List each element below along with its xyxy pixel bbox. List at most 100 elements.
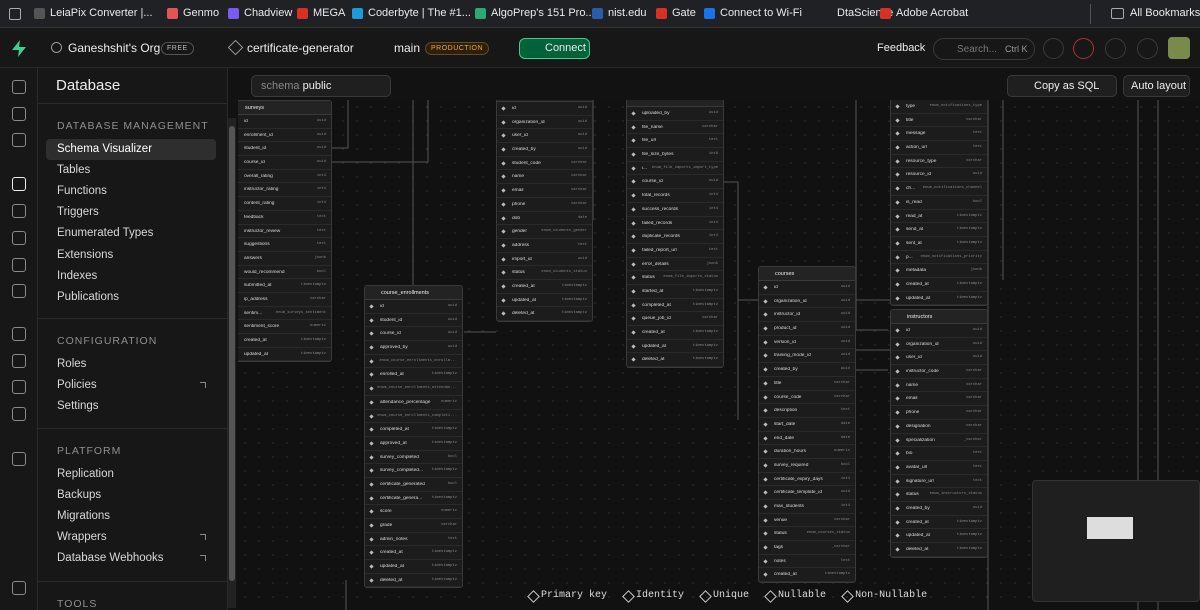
bookmark[interactable]: DtaScience bbox=[821, 7, 893, 19]
column-name: instructor_code bbox=[906, 369, 939, 375]
column-type: timestamptz bbox=[956, 213, 982, 218]
column-row: version_id uuid bbox=[759, 336, 855, 350]
bookmark[interactable]: Coderbyte | The #1... bbox=[352, 7, 471, 19]
nav-item[interactable]: Database Webhooks bbox=[46, 548, 216, 569]
nav-icon[interactable] bbox=[12, 107, 26, 121]
column-row: student_id uuid bbox=[238, 142, 331, 157]
logo[interactable] bbox=[11, 40, 27, 57]
nav-item[interactable]: Publications bbox=[57, 290, 120, 303]
column-row: phone varchar bbox=[891, 406, 987, 420]
nav-icon[interactable] bbox=[12, 354, 26, 368]
nav-item[interactable]: Policies bbox=[46, 375, 216, 396]
nav-icon[interactable] bbox=[12, 581, 26, 595]
nav-icon[interactable] bbox=[12, 327, 26, 341]
column-name: resource_id bbox=[906, 172, 932, 178]
column-row: id uuid bbox=[759, 281, 855, 295]
legend-item: Unique bbox=[700, 590, 749, 606]
terminal-button[interactable] bbox=[1105, 38, 1126, 59]
nav-item[interactable]: Migrations bbox=[57, 510, 111, 523]
branch-name[interactable]: main bbox=[394, 41, 421, 55]
column-type: uuid bbox=[577, 133, 587, 138]
bookmark[interactable]: nist.edu bbox=[592, 7, 647, 19]
column-type: numeric bbox=[310, 324, 326, 329]
bookmark[interactable]: Chadview bbox=[228, 7, 292, 19]
column-type: date bbox=[840, 421, 850, 426]
nav-item[interactable]: Indexes bbox=[57, 269, 98, 282]
column-type: text bbox=[316, 228, 326, 233]
feedback-link[interactable]: Feedback bbox=[877, 42, 926, 54]
nav-item[interactable]: Triggers bbox=[57, 206, 99, 219]
nav-item[interactable]: Backups bbox=[57, 489, 102, 502]
project-name[interactable]: certificate-generator bbox=[247, 41, 354, 55]
column-row: success_records int4 bbox=[627, 203, 723, 217]
legend-item: Identity bbox=[623, 590, 684, 606]
column-type: timestamptz bbox=[431, 495, 457, 500]
icon-rail bbox=[0, 68, 38, 610]
assistant-button[interactable] bbox=[1137, 38, 1158, 59]
column-name: title bbox=[906, 117, 914, 123]
bookmark[interactable]: LeiaPix Converter |... bbox=[34, 7, 153, 19]
column-row: name varchar bbox=[891, 379, 987, 393]
plan-badge: FREE bbox=[161, 42, 194, 55]
nav-item[interactable]: Extensions bbox=[57, 248, 114, 261]
nav-icon[interactable] bbox=[12, 177, 26, 191]
avatar[interactable] bbox=[1168, 37, 1190, 59]
nav-icon[interactable] bbox=[12, 452, 26, 466]
column-type: text bbox=[972, 464, 982, 469]
schema-select[interactable]: schema public bbox=[251, 75, 391, 97]
column-type: text bbox=[708, 138, 718, 143]
column-type: enum_instructors_status bbox=[929, 492, 982, 497]
nav-item[interactable]: Functions bbox=[57, 185, 107, 198]
auto-layout-button[interactable]: Auto layout bbox=[1123, 75, 1190, 97]
help-button[interactable] bbox=[1043, 38, 1064, 59]
bookmark[interactable]: Adobe Acrobat bbox=[880, 7, 968, 19]
nav-item[interactable]: Wrappers bbox=[46, 527, 216, 548]
nav-icon[interactable] bbox=[12, 284, 26, 298]
section-heading: TOOLS bbox=[57, 598, 98, 610]
nav-icon[interactable] bbox=[12, 380, 26, 394]
tips-button[interactable] bbox=[1073, 38, 1094, 59]
column-row: course_code varchar bbox=[759, 391, 855, 405]
apps-icon[interactable] bbox=[9, 8, 21, 20]
column-type: bool bbox=[972, 199, 982, 204]
all-bookmarks[interactable]: All Bookmarks bbox=[1130, 7, 1200, 19]
copy-sql-button[interactable]: Copy as SQL bbox=[1007, 75, 1117, 97]
column-row: duration_hours numeric bbox=[759, 445, 855, 459]
column-type: timestamptz bbox=[956, 533, 982, 538]
connect-button[interactable]: Connect bbox=[519, 38, 590, 59]
nav-item[interactable]: Settings bbox=[57, 400, 99, 413]
bookmark[interactable]: AlgoPrep's 151 Pro... bbox=[475, 7, 595, 19]
column-name: avatar_url bbox=[906, 464, 928, 470]
column-row: created_by uuid bbox=[891, 502, 987, 516]
nav-icon[interactable] bbox=[12, 204, 26, 218]
bookmark[interactable]: Gate bbox=[656, 7, 696, 19]
nav-icon[interactable] bbox=[12, 231, 26, 245]
column-type: varchar bbox=[966, 423, 982, 428]
bookmark[interactable]: MEGA bbox=[297, 7, 345, 19]
nav-icon[interactable] bbox=[12, 133, 26, 147]
nav-icon[interactable] bbox=[12, 80, 26, 94]
column-row: email varchar bbox=[891, 392, 987, 407]
column-type: varchar bbox=[834, 380, 850, 385]
column-type: int8 bbox=[708, 152, 718, 157]
column-row: id uuid bbox=[497, 102, 592, 116]
env-badge: PRODUCTION bbox=[425, 42, 490, 55]
table-card: type enum_notifications_type title varchar m… bbox=[890, 100, 988, 307]
bookmark[interactable]: Connect to Wi-Fi bbox=[704, 7, 802, 19]
nav-item[interactable]: Enumerated Types bbox=[57, 227, 154, 240]
column-row: feedback text bbox=[238, 211, 331, 225]
bookmark[interactable]: Genmo bbox=[167, 7, 219, 19]
scroll-thumb bbox=[229, 126, 235, 581]
column-type: uuid bbox=[447, 304, 457, 308]
nav-icon[interactable] bbox=[12, 258, 26, 272]
nav-item[interactable]: Tables bbox=[57, 164, 91, 177]
nav-item[interactable]: Schema Visualizer bbox=[46, 139, 216, 160]
nav-icon[interactable] bbox=[12, 407, 26, 421]
search-box[interactable]: Search... Ctrl K bbox=[933, 38, 1035, 60]
column-row: file_size_bytes int8 bbox=[627, 148, 723, 162]
nav-item[interactable]: Roles bbox=[57, 358, 87, 370]
column-name: type bbox=[906, 104, 916, 109]
column-row: created_at timestamptz bbox=[238, 334, 331, 348]
nav-item[interactable]: Replication bbox=[57, 468, 114, 480]
org-name[interactable]: Ganeshshit's Org bbox=[68, 41, 161, 55]
